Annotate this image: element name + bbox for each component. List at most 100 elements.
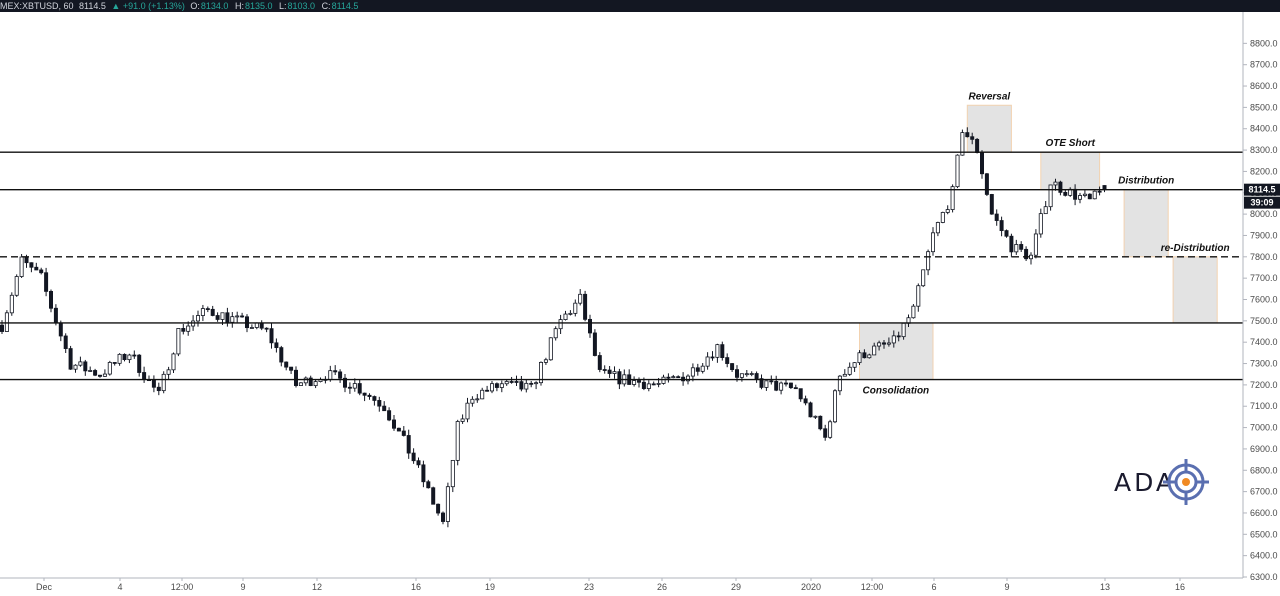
price-axis[interactable]: 6300.0 6400.0 6500.0 6600.0 6700.0 6800.0 6900… xyxy=(1243,38,1278,582)
time-axis[interactable]: Dec 4 12:00 9 12 16 19 23 26 29 2020 12:00 6 9 13 16 xyxy=(36,578,1185,592)
candle-body xyxy=(68,348,73,370)
candle-body xyxy=(475,398,480,401)
candle-body xyxy=(470,398,475,404)
candle-body xyxy=(808,402,813,418)
candle-body xyxy=(588,318,593,334)
candle-body xyxy=(935,222,940,234)
candle-body xyxy=(455,421,460,461)
price-tick-label: 8700.0 xyxy=(1250,60,1278,70)
candle-body xyxy=(240,315,245,318)
candle-body xyxy=(852,362,857,368)
candle-body xyxy=(886,342,891,345)
candle-body xyxy=(1092,190,1097,200)
zone-re-distribution xyxy=(1172,256,1218,324)
candle-body xyxy=(867,354,872,359)
price-tick-label: 7300.0 xyxy=(1250,359,1278,369)
candle-body xyxy=(44,272,49,292)
crosshair-target-icon xyxy=(1163,459,1209,505)
candle-body xyxy=(705,356,710,367)
candle-body xyxy=(754,373,759,380)
candle-body xyxy=(695,367,700,372)
candle-body xyxy=(333,370,338,373)
candle-body xyxy=(847,366,852,375)
symbol-label[interactable]: MEX:XBTUSD, 60 xyxy=(0,1,74,11)
candle-body xyxy=(289,366,294,371)
candle-body xyxy=(220,312,225,320)
close-label: C: xyxy=(321,1,331,11)
candle-body xyxy=(529,382,534,385)
candle-body xyxy=(637,380,642,383)
candle-body xyxy=(156,386,161,392)
price-tick-label: 6900.0 xyxy=(1250,444,1278,454)
candle-body xyxy=(303,377,308,384)
time-tick-label: 16 xyxy=(411,582,421,592)
candle-body xyxy=(166,369,171,375)
high-label: H: xyxy=(234,1,244,11)
candle-body xyxy=(445,486,450,522)
candle-body xyxy=(607,369,612,374)
candle-body xyxy=(93,370,98,376)
candle-body xyxy=(543,359,548,363)
candle-body xyxy=(1048,184,1053,208)
candle-body xyxy=(298,382,303,386)
candle-body xyxy=(142,372,147,381)
candle-body xyxy=(690,367,695,377)
candle-body xyxy=(646,383,651,389)
candle-body xyxy=(440,512,445,522)
candle-body xyxy=(338,371,343,379)
candle-body xyxy=(1043,206,1048,215)
candle-body xyxy=(1014,244,1019,253)
candle-body xyxy=(49,290,54,309)
candle-body xyxy=(127,354,132,361)
zone-label-reversal: Reversal xyxy=(968,91,1010,102)
candle-body xyxy=(308,377,313,387)
candle-body xyxy=(186,325,191,332)
candle-body xyxy=(176,328,181,355)
candle-body xyxy=(656,383,661,385)
candle-body xyxy=(63,335,68,349)
candle-body xyxy=(901,322,906,338)
zone-reversal xyxy=(966,104,1012,153)
price-chart[interactable]: Reversal OTE Short Distribution re-Distribu… xyxy=(0,12,1280,596)
candle-body xyxy=(676,376,681,379)
candle-body xyxy=(171,353,176,371)
candle-body xyxy=(499,383,504,388)
candle-body xyxy=(739,373,744,378)
candle-body xyxy=(401,430,406,436)
price-tick-label: 6600.0 xyxy=(1250,508,1278,518)
last-price-tag-text: 8114.5 xyxy=(1248,185,1275,195)
candle-body xyxy=(1004,230,1009,237)
candle-body xyxy=(617,371,622,385)
candle-body xyxy=(1019,244,1024,250)
time-tick-label: 12:00 xyxy=(861,582,884,592)
candle-body xyxy=(877,342,882,347)
candle-body xyxy=(641,381,646,389)
candle-body xyxy=(205,308,210,311)
candle-body xyxy=(24,256,29,264)
price-tick-label: 7700.0 xyxy=(1250,273,1278,283)
candle-body xyxy=(1038,213,1043,235)
candle-body xyxy=(514,381,519,383)
candle-body xyxy=(774,380,779,391)
candle-body xyxy=(259,322,264,329)
candle-body xyxy=(975,138,980,153)
candle-body xyxy=(200,308,205,316)
candle-body xyxy=(313,381,318,387)
countdown-tag xyxy=(1244,196,1280,209)
candle-body xyxy=(465,402,470,420)
low-value: 8103.0 xyxy=(287,1,316,11)
candle-body xyxy=(230,316,235,323)
candle-body xyxy=(9,294,14,314)
candle-body xyxy=(181,328,186,332)
candle-body xyxy=(818,415,823,430)
time-tick-label: 6 xyxy=(931,582,936,592)
time-tick-label: 13 xyxy=(1100,582,1110,592)
candle-body xyxy=(686,375,691,382)
candle-body xyxy=(1024,248,1029,260)
candle-body xyxy=(269,328,274,344)
price-tick-label: 6400.0 xyxy=(1250,551,1278,561)
candle-body xyxy=(293,369,298,386)
candle-body xyxy=(431,487,436,505)
levels-layer xyxy=(0,151,1243,381)
candle-body xyxy=(710,356,715,359)
